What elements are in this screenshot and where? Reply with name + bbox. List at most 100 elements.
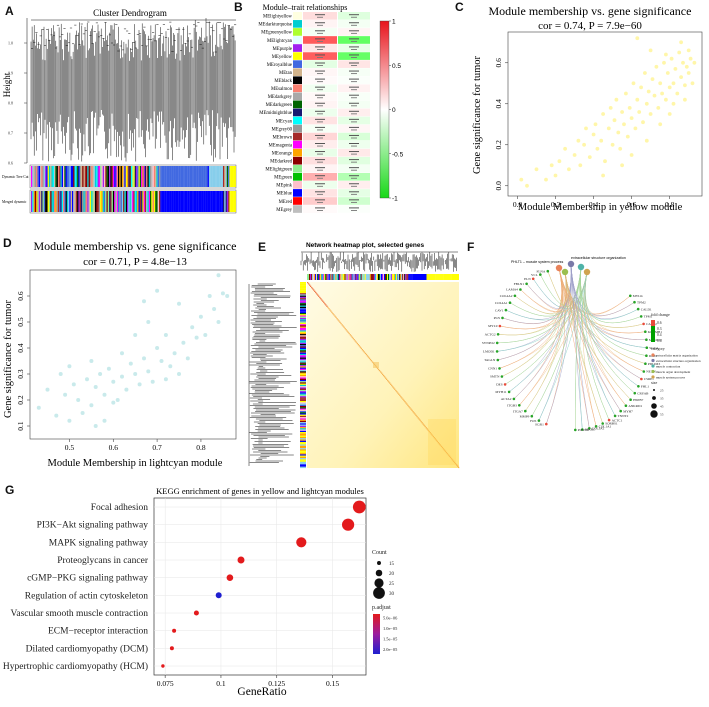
a-row2-cell — [56, 191, 58, 212]
top-bar-cell — [347, 274, 349, 280]
module-label: MEdarkgreen — [266, 103, 293, 108]
top-bar-cell — [394, 274, 396, 280]
left-bar-cell — [300, 371, 306, 373]
diag-cell — [406, 403, 408, 405]
a-row1-cell — [165, 166, 167, 187]
c-point — [686, 48, 691, 53]
c-point — [690, 81, 695, 86]
diag-cell — [381, 372, 383, 374]
gene-node — [498, 367, 501, 370]
a-row2-cell — [74, 191, 76, 212]
gene-label: PDLIM3 — [648, 362, 661, 366]
a-row2-cell — [57, 191, 60, 212]
a-row2-cell — [144, 191, 147, 212]
gene-node — [588, 427, 591, 430]
cell-normal — [338, 189, 370, 197]
d-point — [133, 372, 138, 376]
a-row1-cell — [234, 166, 236, 187]
left-bar-cell — [300, 309, 306, 311]
diag-cell — [342, 325, 344, 327]
top-bar-cell — [420, 274, 422, 280]
cell-tumor — [303, 124, 337, 133]
cell-tumor — [303, 181, 337, 189]
gene-label: SYNPO2 — [482, 341, 495, 345]
c-point — [652, 93, 657, 98]
gene-node — [495, 350, 499, 353]
left-dendrogram-path — [248, 283, 297, 466]
network-edge — [499, 271, 567, 330]
heat-block — [428, 419, 456, 465]
a-ytick-label: 0.9 — [8, 71, 13, 76]
c-point — [667, 85, 672, 90]
cell-normal — [338, 197, 370, 205]
a-row2-cell — [68, 191, 70, 212]
top-bar-cell — [361, 274, 363, 280]
diag-cell — [344, 327, 346, 330]
diag-cell — [314, 290, 316, 292]
top-bar-cell — [447, 274, 449, 280]
diag-cell — [377, 368, 380, 371]
module-label: MEbrown — [273, 135, 293, 140]
a-row2-cell — [102, 191, 105, 212]
cell-text-line — [315, 14, 325, 16]
d-point — [106, 366, 111, 371]
d-xtick-label: 0.8 — [196, 443, 206, 452]
gene-node — [645, 354, 648, 357]
cell-tumor — [303, 173, 337, 181]
top-bar-cell — [328, 274, 330, 280]
top-bar-cell — [445, 274, 447, 280]
a-row1-cell — [233, 166, 235, 187]
left-bar-cell — [300, 391, 306, 393]
a-row1-cell — [220, 166, 222, 187]
module-color-swatch — [293, 12, 302, 20]
left-bar-cell — [300, 389, 306, 392]
cell-normal — [338, 132, 370, 141]
a-row2-cell — [119, 191, 121, 212]
a-row1-cell — [183, 166, 185, 187]
cell-text-line — [317, 105, 323, 107]
g-category-label: MAPK signaling pathway — [49, 538, 148, 548]
count-legend-label: 30 — [389, 592, 395, 597]
c-xtick-label: 0.4 — [589, 200, 599, 209]
c-point — [624, 91, 628, 96]
a-row2-cell — [33, 191, 35, 212]
top-bar-cell — [421, 274, 423, 280]
a-row1-cell — [64, 166, 66, 187]
c-xtick-label: 0.0 — [513, 200, 523, 209]
top-bar-cell — [349, 274, 351, 280]
gene-node — [581, 428, 584, 431]
cell-text-line — [315, 191, 325, 193]
gene-label: TPM1 — [644, 315, 653, 319]
gene-label: CALD1 — [641, 307, 652, 311]
left-bar-cell — [300, 332, 306, 335]
left-bar-cell — [300, 433, 306, 435]
network-edge — [564, 271, 627, 406]
d-ytick-label: 0.4 — [16, 343, 25, 353]
a-row1-cell — [70, 166, 73, 187]
diag-cell — [444, 450, 447, 452]
top-bar-cell — [330, 274, 332, 280]
a-row1-cell — [170, 166, 172, 187]
left-bar-cell — [300, 418, 306, 420]
gene-node — [629, 398, 632, 401]
left-bar-cell — [300, 282, 306, 284]
g-category-label: Hypertrophic cardiomyopathy (HCM) — [3, 661, 148, 672]
left-dendrogram — [248, 283, 297, 466]
diag-cell — [382, 373, 384, 376]
a-row2-cell — [124, 191, 126, 212]
g-category-label: ECM−receptor interaction — [48, 627, 148, 637]
top-bar-cell — [313, 274, 315, 280]
count-legend-label: 20 — [389, 572, 395, 577]
top-dendrogram-path — [300, 251, 458, 272]
a-row2-cell — [230, 191, 233, 212]
gene-label: COL1A1 — [599, 425, 612, 429]
diag-cell — [452, 460, 455, 462]
diag-cell — [394, 388, 396, 390]
cell-text-line — [351, 40, 357, 42]
network-edge — [505, 271, 588, 321]
a-row2-cell — [41, 191, 43, 212]
top-bar-cell — [366, 274, 368, 280]
left-bar-cell — [300, 377, 306, 379]
c-point — [675, 91, 680, 96]
cell-text-line — [349, 78, 359, 80]
